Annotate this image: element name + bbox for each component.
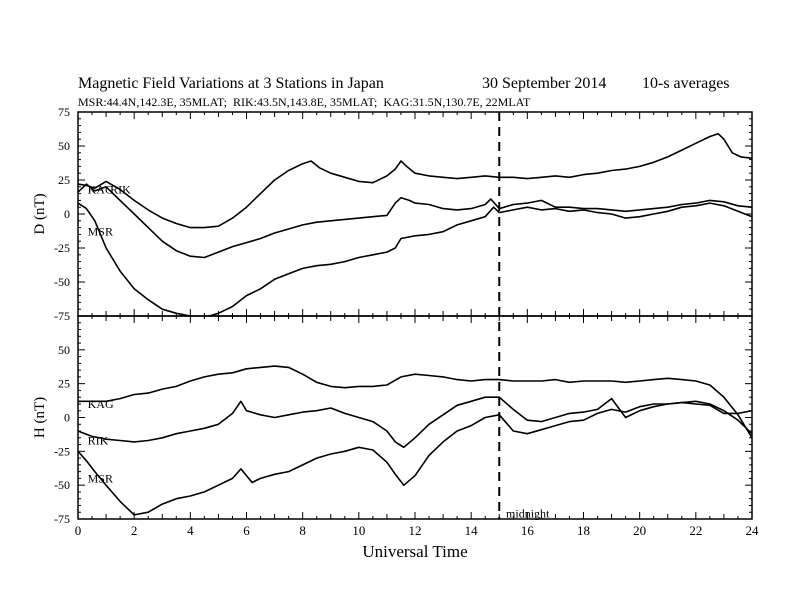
y-tick-label: -25 [54, 241, 70, 255]
y-tick-label: 50 [58, 343, 70, 357]
panel-frame [77, 315, 753, 520]
x-tick-label: 8 [299, 523, 306, 538]
y-tick-label: -75 [54, 309, 70, 323]
series-line-msr [78, 400, 752, 516]
y-tick-label: -75 [54, 512, 70, 526]
y-axis-label: H (nT) [32, 397, 48, 438]
x-tick-label: 6 [243, 523, 250, 538]
x-tick-label: 2 [131, 523, 138, 538]
annotation-kag: KAG [88, 183, 114, 197]
chart-title: Magnetic Field Variations at 3 Stations … [78, 75, 384, 92]
series-line-rik [78, 183, 752, 259]
x-tick-label: 12 [409, 523, 422, 538]
x-tick-label: 14 [465, 523, 479, 538]
x-tick-label: 16 [521, 523, 535, 538]
series-line-rik [78, 396, 752, 449]
annotation-msr: MSR [88, 471, 113, 485]
x-axis-label: Universal Time [362, 542, 467, 561]
y-tick-label: -50 [54, 275, 70, 289]
y-tick-label: 25 [58, 173, 70, 187]
x-tick-label: 22 [689, 523, 702, 538]
annotation-msr: MSR [88, 225, 113, 239]
annotation-rik: RIK [88, 434, 109, 448]
x-tick-label: 0 [75, 523, 82, 538]
averaging-label: 10-s averages [642, 75, 730, 92]
annotation-rik: RIK [110, 183, 131, 197]
series-line-msr [78, 202, 752, 316]
y-tick-label: -50 [54, 478, 70, 492]
y-tick-label: 0 [64, 207, 70, 221]
chart-date: 30 September 2014 [482, 75, 606, 92]
series-line-kag [78, 133, 752, 229]
y-tick-label: 25 [58, 377, 70, 391]
x-tick-label: 24 [746, 523, 760, 538]
y-tick-label: -25 [54, 444, 70, 458]
y-axis-label: D (nT) [32, 193, 48, 234]
stations-line: MSR:44.4N,142.3E, 35MLAT; RIK:43.5N,143.… [78, 95, 531, 109]
y-tick-label: 0 [64, 411, 70, 425]
y-tick-label: 75 [58, 105, 70, 119]
x-tick-label: 4 [187, 523, 194, 538]
x-tick-label: 10 [352, 523, 365, 538]
series-line-kag [78, 365, 752, 439]
annotation-kag: KAG [88, 397, 114, 411]
x-tick-label: 20 [633, 523, 646, 538]
annotation-midnight: midnight [506, 507, 550, 521]
x-tick-label: 18 [577, 523, 590, 538]
y-tick-label: 50 [58, 139, 70, 153]
